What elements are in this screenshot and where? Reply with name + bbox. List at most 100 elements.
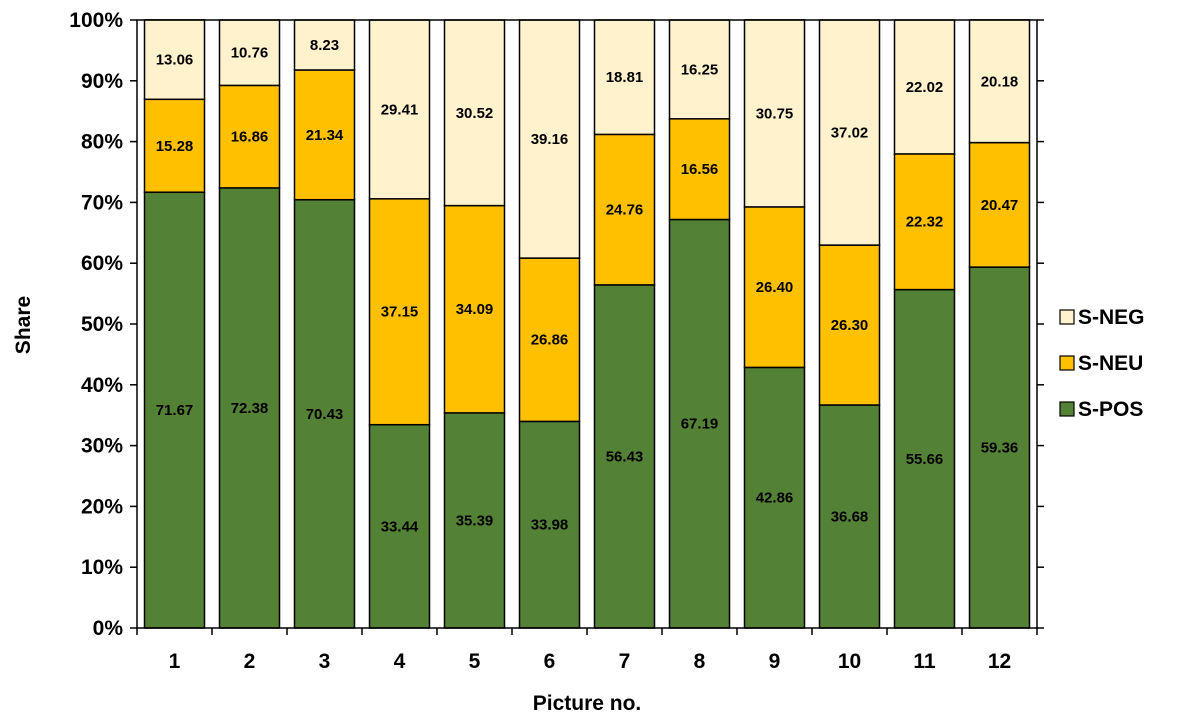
x-tick-label-11: 11 bbox=[913, 650, 936, 673]
bar-segment-s-neu-9 bbox=[743, 206, 806, 369]
data-label-s-pos-4: 33.44 bbox=[381, 518, 419, 535]
data-label-s-neg-11: 22.02 bbox=[906, 79, 944, 96]
x-tick-label-10: 10 bbox=[838, 650, 861, 673]
x-tick-label-8: 8 bbox=[694, 650, 706, 673]
x-tick-label-1: 1 bbox=[169, 650, 181, 673]
y-tick-label: 80% bbox=[81, 131, 123, 154]
legend-swatch-s-neg bbox=[1059, 309, 1075, 325]
data-label-s-neg-8: 16.25 bbox=[681, 61, 719, 78]
data-label-s-pos-12: 59.36 bbox=[981, 440, 1019, 457]
data-label-s-neg-7: 18.81 bbox=[606, 69, 644, 86]
y-tick-label: 70% bbox=[81, 191, 123, 214]
data-label-s-neu-7: 24.76 bbox=[606, 202, 644, 219]
bar-segment-s-neg-12 bbox=[968, 19, 1031, 144]
data-label-s-neg-6: 39.16 bbox=[531, 131, 569, 148]
data-label-s-neu-10: 26.30 bbox=[831, 317, 869, 334]
bar-segment-s-neg-10 bbox=[818, 19, 881, 246]
data-label-s-neg-10: 37.02 bbox=[831, 125, 869, 142]
x-tick-label-6: 6 bbox=[544, 650, 556, 673]
bar-segment-s-pos-7 bbox=[593, 284, 656, 629]
bar-segment-s-neu-2 bbox=[218, 84, 281, 189]
y-tick-label: 60% bbox=[81, 252, 123, 275]
bar-segment-s-neu-6 bbox=[518, 257, 581, 423]
x-tick-label-3: 3 bbox=[319, 650, 331, 673]
bars-layer bbox=[143, 19, 1031, 629]
data-label-s-pos-10: 36.68 bbox=[831, 509, 869, 526]
bar-segment-s-pos-6 bbox=[518, 420, 581, 629]
data-label-s-neu-4: 37.15 bbox=[381, 304, 419, 321]
data-label-s-neu-1: 15.28 bbox=[156, 138, 194, 155]
y-tick-label: 90% bbox=[81, 70, 123, 93]
bar-segment-s-pos-4 bbox=[368, 423, 431, 629]
x-tick-label-9: 9 bbox=[769, 650, 781, 673]
bar-segment-s-neu-3 bbox=[293, 69, 356, 201]
y-tick-label: 40% bbox=[81, 374, 123, 397]
bar-segment-s-neg-8 bbox=[668, 19, 731, 120]
y-tick-label: 100% bbox=[69, 9, 123, 32]
bar-segment-s-neu-10 bbox=[818, 244, 881, 406]
legend-label-s-neg: S-NEG bbox=[1078, 306, 1145, 329]
bar-segment-s-pos-9 bbox=[743, 366, 806, 629]
data-label-s-neu-9: 26.40 bbox=[756, 279, 794, 296]
bar-segment-s-neg-3 bbox=[293, 19, 356, 71]
data-label-s-neg-2: 10.76 bbox=[231, 45, 269, 62]
x-tick-label-2: 2 bbox=[244, 650, 256, 673]
bar-segment-s-pos-1 bbox=[143, 191, 206, 629]
x-tick-label-7: 7 bbox=[619, 650, 631, 673]
data-label-s-pos-3: 70.43 bbox=[306, 406, 344, 423]
legend-swatch-s-neu bbox=[1059, 355, 1075, 371]
data-label-s-neu-2: 16.86 bbox=[231, 129, 269, 146]
data-label-s-pos-1: 71.67 bbox=[156, 402, 194, 419]
bar-segment-s-neg-7 bbox=[593, 19, 656, 136]
data-label-s-pos-7: 56.43 bbox=[606, 449, 644, 466]
data-label-s-pos-2: 72.38 bbox=[231, 400, 269, 417]
bar-segment-s-neg-4 bbox=[368, 19, 431, 200]
data-label-s-pos-9: 42.86 bbox=[756, 490, 794, 507]
data-label-s-pos-8: 67.19 bbox=[681, 416, 719, 433]
y-tick-label: 50% bbox=[81, 313, 123, 336]
bar-segment-s-pos-2 bbox=[218, 187, 281, 629]
axes-layer: 1 2 3 4 5 6 7 8 9 10 11 120%10%20%30%40%50%60%70%80… bbox=[69, 9, 1044, 673]
data-label-s-neg-12: 20.18 bbox=[981, 73, 1019, 90]
x-tick-label-5: 5 bbox=[469, 650, 481, 673]
bar-segment-s-neg-2 bbox=[218, 19, 281, 87]
data-label-s-neg-1: 13.06 bbox=[156, 52, 194, 69]
x-axis-title: Picture no. bbox=[533, 692, 642, 715]
bar-segment-s-neg-5 bbox=[443, 19, 506, 207]
legend-label-s-neu: S-NEU bbox=[1078, 352, 1143, 375]
legend: S-NEG S-NEU S-POS bbox=[1059, 306, 1145, 421]
data-label-s-neg-3: 8.23 bbox=[310, 37, 339, 54]
data-label-s-neg-9: 30.75 bbox=[756, 105, 794, 122]
data-label-s-neg-5: 30.52 bbox=[456, 105, 494, 122]
x-tick-label-12: 12 bbox=[988, 650, 1011, 673]
y-tick-label: 20% bbox=[81, 495, 123, 518]
legend-swatch-s-pos bbox=[1059, 401, 1075, 417]
y-axis-title: Share bbox=[12, 296, 35, 354]
legend-label-s-pos: S-POS bbox=[1078, 398, 1143, 421]
bar-segment-s-pos-10 bbox=[818, 404, 881, 629]
data-label-s-neu-11: 22.32 bbox=[906, 214, 944, 231]
y-tick-label: 10% bbox=[81, 556, 123, 579]
bar-segment-s-neg-6 bbox=[518, 19, 581, 259]
data-label-s-pos-5: 35.39 bbox=[456, 512, 494, 529]
y-tick-label: 0% bbox=[93, 617, 124, 640]
bar-segment-s-neu-8 bbox=[668, 118, 731, 221]
bar-segment-s-neu-12 bbox=[968, 141, 1031, 268]
bar-segment-s-neg-9 bbox=[743, 19, 806, 208]
data-label-s-pos-6: 33.98 bbox=[531, 517, 569, 534]
y-tick-label: 30% bbox=[81, 435, 123, 458]
bar-segment-s-neu-7 bbox=[593, 133, 656, 286]
bar-segment-s-neu-11 bbox=[893, 153, 956, 291]
data-label-s-neu-8: 16.56 bbox=[681, 161, 719, 178]
labels-layer: 71.67 15.28 13.06 72.38 16.86 10.76 70.43 21.34… bbox=[156, 37, 1019, 535]
data-label-s-neu-5: 34.09 bbox=[456, 301, 494, 318]
data-label-s-neu-12: 20.47 bbox=[981, 197, 1019, 214]
data-label-s-neu-3: 21.34 bbox=[306, 127, 344, 144]
data-label-s-neu-6: 26.86 bbox=[531, 332, 569, 349]
data-label-s-neg-4: 29.41 bbox=[381, 101, 419, 118]
bar-segment-s-neu-1 bbox=[143, 98, 206, 193]
bar-segment-s-neu-4 bbox=[368, 198, 431, 426]
x-tick-label-4: 4 bbox=[394, 650, 406, 673]
